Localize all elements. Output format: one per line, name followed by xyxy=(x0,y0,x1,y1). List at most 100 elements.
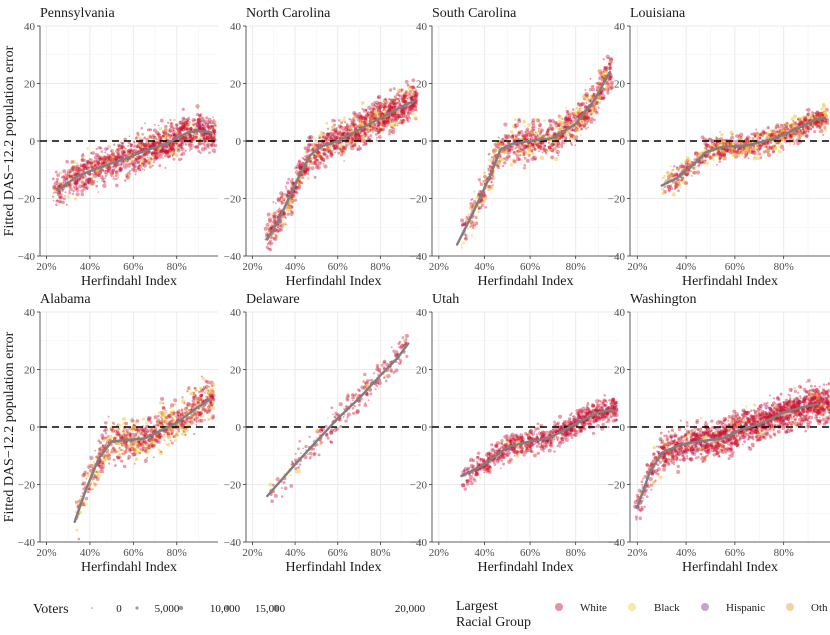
data-point-white xyxy=(815,119,819,123)
data-point-white xyxy=(201,126,204,129)
data-point-white xyxy=(409,105,414,111)
data-point-black xyxy=(365,113,368,116)
data-point-black xyxy=(328,146,332,150)
data-point-white xyxy=(370,110,374,115)
data-point-white xyxy=(121,150,125,155)
data-point-white xyxy=(508,149,512,153)
data-point-white xyxy=(273,211,277,215)
data-point-white xyxy=(115,455,118,458)
data-point-white xyxy=(701,160,706,165)
data-point-white xyxy=(605,67,608,70)
data-point-white xyxy=(362,108,367,113)
data-point-white xyxy=(496,165,500,169)
data-point-white xyxy=(517,130,521,134)
data-point-white xyxy=(125,448,128,451)
data-point-white xyxy=(736,142,740,145)
data-point-white xyxy=(409,104,412,108)
data-point-black xyxy=(526,143,531,148)
data-point-white xyxy=(813,112,816,115)
data-point-black xyxy=(817,130,821,133)
data-point-white xyxy=(138,155,143,160)
data-point-white xyxy=(363,115,368,120)
data-point-white xyxy=(102,156,106,161)
data-point-white xyxy=(156,156,160,160)
data-point-white xyxy=(159,149,163,153)
data-point-white xyxy=(310,166,315,171)
data-point-white xyxy=(157,133,161,136)
data-point-white xyxy=(160,149,164,154)
data-point-white xyxy=(284,192,289,197)
data-point-white xyxy=(779,144,785,150)
data-point-black xyxy=(586,118,590,122)
data-point-white xyxy=(202,142,206,146)
data-point-white xyxy=(769,141,773,145)
data-point-black xyxy=(214,119,217,123)
data-point-black xyxy=(496,161,501,166)
data-point-white xyxy=(279,220,283,225)
data-point-black xyxy=(210,127,215,132)
data-point-white xyxy=(167,155,170,159)
data-point-white xyxy=(84,178,90,183)
data-point-white xyxy=(526,144,530,148)
data-point-white xyxy=(165,149,168,153)
data-point-white xyxy=(75,185,78,187)
data-point-white xyxy=(692,170,697,175)
data-point-black xyxy=(152,153,155,157)
data-point-white xyxy=(489,165,493,169)
data-point-black xyxy=(344,145,346,148)
data-point-white xyxy=(588,88,593,92)
data-point-black xyxy=(322,149,326,153)
data-point-white xyxy=(405,114,410,119)
data-point-white xyxy=(294,198,298,202)
data-point-white xyxy=(110,156,113,159)
data-point-black xyxy=(567,129,571,133)
data-point-other xyxy=(110,171,115,175)
data-point-white xyxy=(203,144,206,147)
data-point-white xyxy=(188,134,193,139)
data-point-white xyxy=(770,132,775,137)
data-point-white xyxy=(213,134,217,138)
data-point-black xyxy=(506,133,510,138)
data-point-white xyxy=(555,143,559,147)
data-point-black xyxy=(325,148,329,152)
data-point-white xyxy=(380,112,383,116)
data-point-white xyxy=(376,95,380,100)
data-point-black xyxy=(575,106,579,110)
data-point-black xyxy=(460,246,463,249)
data-point-black xyxy=(502,150,507,154)
data-point-hispanic xyxy=(512,144,515,148)
data-point-white xyxy=(93,163,97,167)
data-point-white xyxy=(538,150,541,153)
data-point-white xyxy=(353,142,357,146)
data-point-white xyxy=(388,117,392,120)
data-point-white xyxy=(177,129,181,133)
data-point-white xyxy=(811,114,815,117)
data-point-white xyxy=(411,102,415,106)
data-point-white xyxy=(515,153,518,156)
data-point-white xyxy=(502,161,507,165)
data-point-white xyxy=(522,152,526,155)
data-point-white xyxy=(371,116,375,121)
data-point-hispanic xyxy=(142,162,145,165)
data-point-white xyxy=(369,128,372,132)
data-point-white xyxy=(396,124,399,127)
data-point-black xyxy=(483,180,487,184)
data-point-white xyxy=(60,196,64,200)
data-point-white xyxy=(110,151,116,157)
data-point-white xyxy=(782,148,785,151)
data-point-white xyxy=(59,201,62,204)
data-point-white xyxy=(387,107,392,112)
data-point-white xyxy=(794,131,799,136)
data-point-white xyxy=(97,174,100,178)
data-point-white xyxy=(111,421,115,425)
data-point-white xyxy=(312,156,316,160)
data-point-white xyxy=(288,192,290,195)
data-point-white xyxy=(793,141,796,144)
data-point-black xyxy=(557,119,562,124)
data-point-white xyxy=(276,196,281,202)
data-point-white xyxy=(480,203,485,208)
data-point-white xyxy=(165,150,170,155)
data-point-white xyxy=(347,137,350,139)
data-point-white xyxy=(378,128,382,133)
data-point-white xyxy=(589,77,592,80)
